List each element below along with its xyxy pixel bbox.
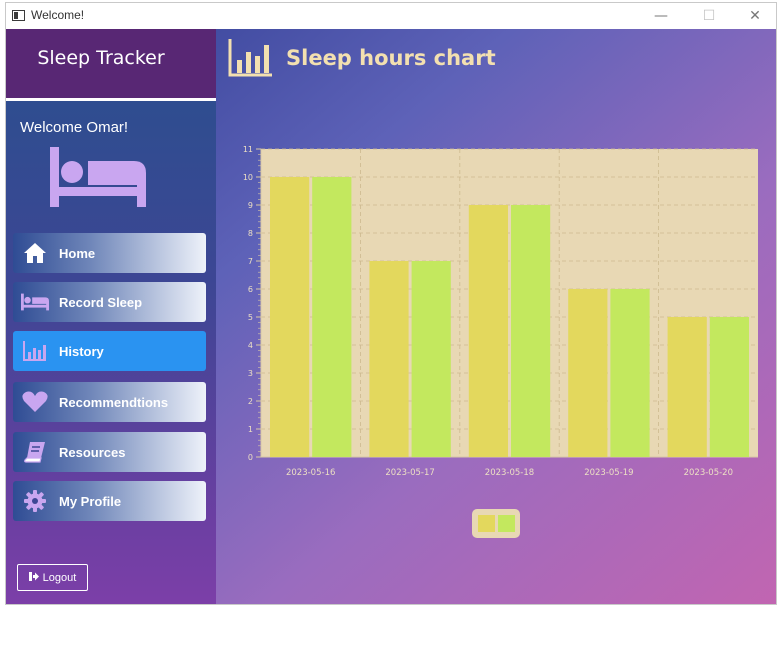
bed-icon <box>21 291 49 313</box>
window-title: Welcome! <box>31 8 85 22</box>
y-tick-label: 9 <box>248 201 253 210</box>
legend-swatch-series-2 <box>497 515 515 532</box>
y-tick-label: 2 <box>248 397 253 406</box>
x-tick-label: 2023-05-18 <box>485 468 534 478</box>
nav-my-profile-button[interactable]: My Profile <box>13 481 206 521</box>
nav-my-profile-label: My Profile <box>59 493 122 509</box>
bar <box>511 205 551 457</box>
y-tick-label: 7 <box>248 257 253 266</box>
welcome-message: Welcome Omar! <box>20 119 129 136</box>
nav-home-label: Home <box>59 245 96 261</box>
bar <box>312 177 352 457</box>
y-tick-label: 5 <box>248 313 253 322</box>
bar <box>369 261 409 457</box>
sidebar: Sleep Tracker Welcome Omar! Home <box>6 29 216 604</box>
y-tick-label: 1 <box>248 425 253 434</box>
app-window-icon <box>12 10 25 21</box>
y-tick-label: 4 <box>248 341 253 350</box>
nav-recommendations-label: Recommendtions <box>59 394 169 410</box>
book-icon <box>21 441 49 463</box>
app-content: Sleep Tracker Welcome Omar! Home <box>6 29 776 604</box>
bar-chart-icon <box>21 340 49 362</box>
nav-history-label: History <box>59 343 104 359</box>
bar <box>709 317 749 457</box>
y-tick-label: 3 <box>248 369 253 378</box>
bed-icon <box>50 147 146 207</box>
maximize-button[interactable]: ☐ <box>702 8 716 24</box>
app-window: Welcome! — ☐ ✕ Sleep Tracker Welcome Oma… <box>5 2 777 605</box>
page-title: Sleep hours chart <box>286 46 496 70</box>
x-tick-label: 2023-05-20 <box>684 468 733 478</box>
sleep-hours-chart: 0 1 2 3 4 5 6 7 8 9 10 11 2023-05-16 2023-05-17 2023-0… <box>243 145 758 478</box>
bar <box>667 317 707 457</box>
nav-history-button[interactable]: History <box>13 331 206 371</box>
chart-legend <box>472 509 520 538</box>
nav-resources-button[interactable]: Resources <box>13 432 206 472</box>
y-tick-label: 8 <box>248 229 253 238</box>
nav-record-sleep-label: Record Sleep <box>59 294 143 310</box>
close-button[interactable]: ✕ <box>749 8 761 24</box>
nav-recommendations-button[interactable]: Recommendtions <box>13 382 206 422</box>
bar <box>468 205 508 457</box>
bar <box>270 177 310 457</box>
gear-icon <box>21 490 49 512</box>
x-tick-label: 2023-05-19 <box>584 468 633 478</box>
nav-record-sleep-button[interactable]: Record Sleep <box>13 282 206 322</box>
page-header: Sleep hours chart <box>228 39 496 77</box>
logout-label: Logout <box>42 571 77 584</box>
x-tick-label: 2023-05-16 <box>286 468 335 478</box>
sidebar-header: Sleep Tracker <box>6 29 216 101</box>
heart-icon <box>21 391 49 413</box>
y-tick-label: 11 <box>243 145 253 154</box>
sign-out-icon <box>28 571 39 584</box>
y-tick-label: 0 <box>248 453 253 462</box>
nav-home-button[interactable]: Home <box>13 233 206 273</box>
bar <box>568 289 608 457</box>
y-tick-label: 6 <box>248 285 253 294</box>
bar <box>411 261 451 457</box>
minimize-button[interactable]: — <box>654 8 668 24</box>
y-tick-label: 10 <box>243 173 253 182</box>
nav-resources-label: Resources <box>59 444 126 460</box>
bar <box>610 289 650 457</box>
x-tick-label: 2023-05-17 <box>385 468 434 478</box>
home-icon <box>21 242 49 264</box>
bar-chart-icon <box>228 39 272 77</box>
title-bar: Welcome! — ☐ ✕ <box>6 3 776 29</box>
legend-swatch-series-1 <box>477 515 495 532</box>
app-title: Sleep Tracker <box>37 47 165 69</box>
logout-button[interactable]: Logout <box>17 564 88 591</box>
